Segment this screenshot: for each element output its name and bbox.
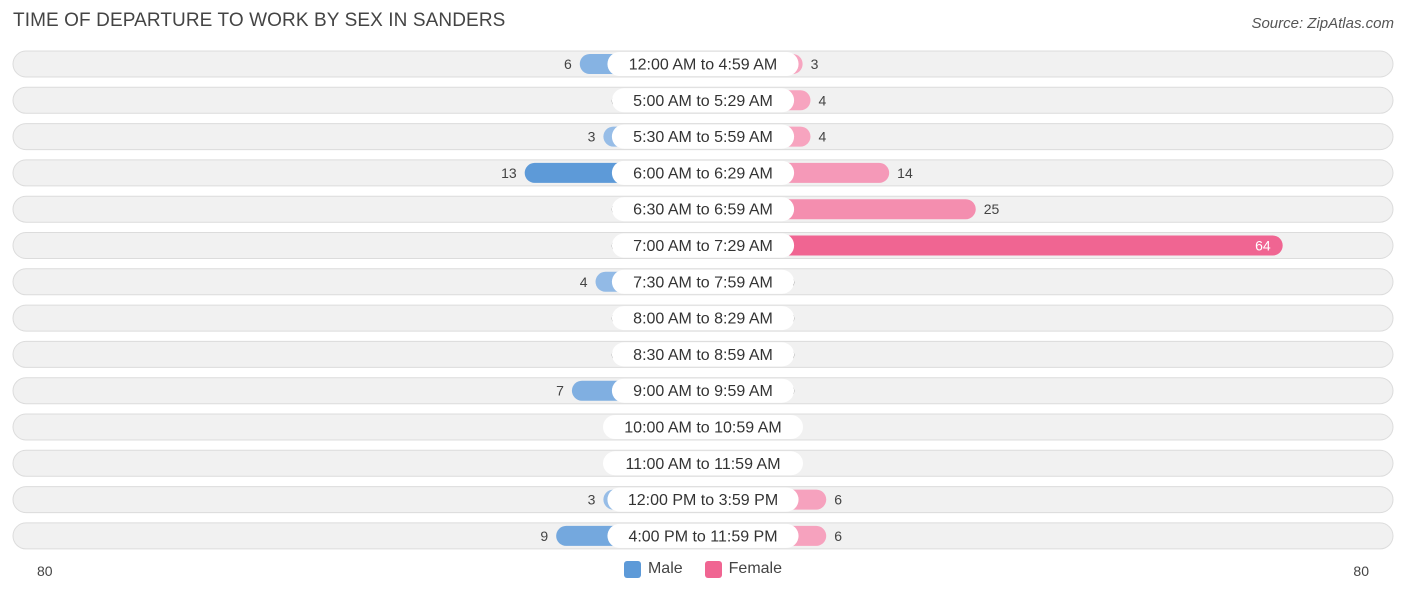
female-bar [703, 235, 1283, 256]
category-pill [611, 160, 795, 185]
category-pill [611, 306, 795, 331]
category-pill [611, 269, 795, 294]
male-value-label: 3 [588, 492, 596, 508]
category-label: 5:00 AM to 5:29 AM [633, 93, 773, 110]
female-value-label: 4 [818, 129, 826, 145]
category-pill [611, 124, 795, 149]
category-pill [603, 451, 803, 476]
category-label: 7:00 AM to 7:29 AM [633, 238, 773, 255]
category-pill [611, 233, 795, 258]
female-value-label: 25 [984, 201, 1000, 217]
category-label: 10:00 AM to 10:59 AM [624, 420, 781, 437]
legend-item-female: Female [704, 560, 783, 578]
axis-left-label: 80 [37, 563, 53, 579]
female-value-label: 6 [834, 528, 842, 544]
male-value-label: 9 [540, 528, 548, 544]
legend: Male Female [0, 560, 1406, 578]
legend-item-male: Male [623, 560, 683, 578]
category-label: 5:30 AM to 5:59 AM [633, 129, 773, 146]
category-label: 12:00 AM to 4:59 AM [629, 57, 778, 74]
category-label: 8:00 AM to 8:29 AM [633, 311, 773, 328]
male-value-label: 13 [501, 165, 517, 181]
category-label: 6:00 AM to 6:29 AM [633, 165, 773, 182]
male-value-label: 3 [588, 129, 596, 145]
category-label: 7:30 AM to 7:59 AM [633, 274, 773, 291]
female-value-label: 6 [834, 492, 842, 508]
category-label: 11:00 AM to 11:59 AM [625, 456, 780, 473]
category-label: 4:00 PM to 11:59 PM [628, 528, 777, 545]
category-pill [611, 197, 795, 222]
category-label: 8:30 AM to 8:59 AM [633, 347, 773, 364]
chart-title: TIME OF DEPARTURE TO WORK BY SEX IN SAND… [13, 10, 506, 31]
female-value-label: 14 [897, 165, 913, 181]
category-pill [611, 378, 795, 403]
category-pill [607, 52, 799, 76]
category-label: 9:00 AM to 9:59 AM [633, 383, 773, 400]
female-value-label: 3 [811, 56, 819, 72]
category-pill [611, 88, 795, 113]
source-label: Source: ZipAtlas.com [1251, 15, 1394, 32]
male-value-label: 6 [564, 56, 572, 72]
female-value-label: 4 [818, 92, 826, 108]
category-pill [603, 415, 803, 439]
axis-right-label: 80 [1353, 563, 1369, 579]
legend-label-male: Male [647, 560, 683, 577]
male-value-label: 4 [580, 274, 588, 290]
category-pill [607, 487, 799, 512]
male-value-label: 7 [556, 383, 564, 399]
female-value-label: 64 [1255, 238, 1271, 254]
legend-label-female: Female [728, 560, 783, 577]
category-label: 6:30 AM to 6:59 AM [633, 202, 773, 219]
legend-swatch-male [623, 560, 641, 578]
legend-swatch-female [704, 560, 722, 578]
category-pill [611, 342, 795, 367]
category-label: 12:00 PM to 3:59 PM [628, 492, 778, 509]
category-pill [607, 523, 799, 548]
